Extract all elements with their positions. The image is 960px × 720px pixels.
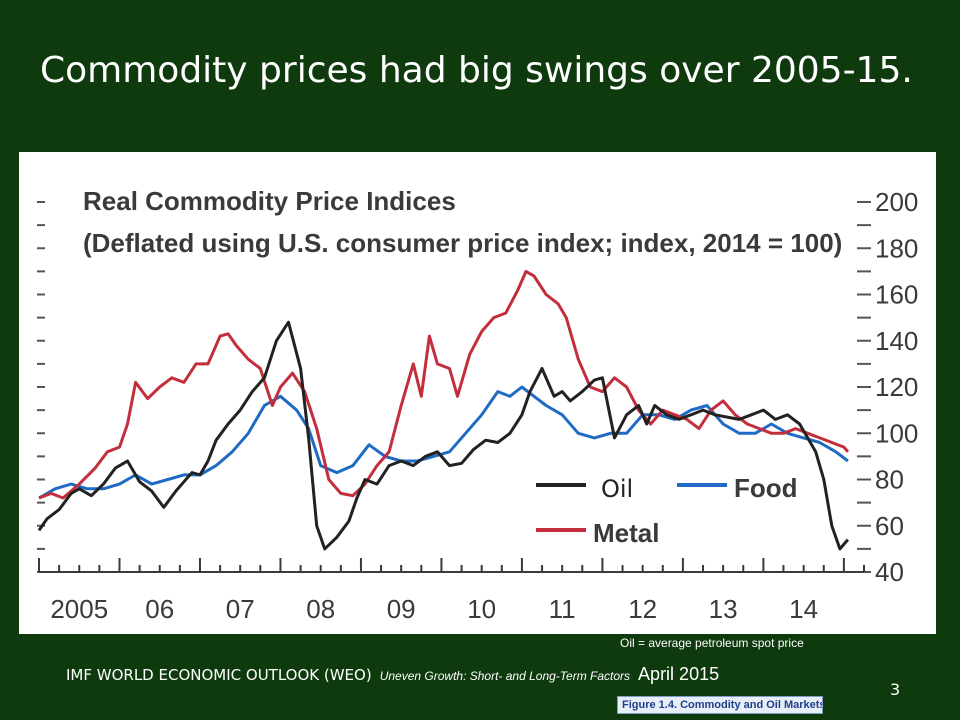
x-tick-label: 09 xyxy=(387,594,416,624)
chart-footnote: Oil = average petroleum spot price xyxy=(620,636,804,650)
x-tick-label: 14 xyxy=(789,594,818,624)
footer-date: April 2015 xyxy=(638,664,720,684)
legend-food-label: Food xyxy=(734,473,798,503)
series-line-oil xyxy=(37,320,850,551)
chart-title: Real Commodity Price Indices xyxy=(83,186,456,216)
legend: Oil Food Metal xyxy=(536,473,798,548)
y-tick-label: 80 xyxy=(875,465,904,495)
chart-panel: 40 60 80 100 120 140 160 180 200 Real Commodity … xyxy=(19,152,936,634)
x-tick-label: 07 xyxy=(226,594,255,624)
y-tick-label: 40 xyxy=(875,557,904,587)
right-axis-ticks: 40 60 80 100 120 140 160 180 200 xyxy=(857,187,918,587)
x-tick-label: 08 xyxy=(306,594,335,624)
y-tick-label: 160 xyxy=(875,280,918,310)
series-line-metal xyxy=(38,269,850,500)
x-tick-label: 11 xyxy=(549,594,576,624)
y-tick-label: 120 xyxy=(875,372,918,402)
y-tick-label: 60 xyxy=(875,511,904,541)
chart-subtitle: (Deflated using U.S. consumer price inde… xyxy=(83,228,842,258)
x-tick-label: 10 xyxy=(467,594,496,624)
x-tick-label: 2005 xyxy=(50,594,108,624)
footer-subtitle: Uneven Growth: Short- and Long-Term Fact… xyxy=(379,669,631,683)
series-layer xyxy=(37,269,850,551)
legend-oil-label: Oil xyxy=(601,475,633,503)
y-tick-label: 100 xyxy=(875,418,918,448)
left-minor-ticks xyxy=(37,201,45,573)
commodity-price-chart: 40 60 80 100 120 140 160 180 200 Real Commodity … xyxy=(37,186,918,624)
x-tick-label: 12 xyxy=(628,594,657,624)
y-tick-label: 200 xyxy=(875,187,918,217)
source-caption: Figure 1.4. Commodity and Oil Markets xyxy=(617,696,823,714)
series-line-food xyxy=(38,385,849,500)
x-tick-label: 06 xyxy=(145,594,174,624)
y-tick-label: 140 xyxy=(875,326,918,356)
x-axis-ticks: 2005 06 07 08 09 10 11 12 13 14 xyxy=(38,558,865,624)
y-tick-label: 180 xyxy=(875,233,918,263)
legend-metal-label: Metal xyxy=(593,518,659,548)
footer: IMF WORLD ECONOMIC OUTLOOK (WEO) Uneven G… xyxy=(66,664,719,685)
slide-title: Commodity prices had big swings over 200… xyxy=(40,50,913,91)
x-tick-label: 13 xyxy=(709,594,738,624)
footer-org: IMF WORLD ECONOMIC OUTLOOK (WEO) xyxy=(66,666,372,684)
page-number: 3 xyxy=(890,680,901,699)
